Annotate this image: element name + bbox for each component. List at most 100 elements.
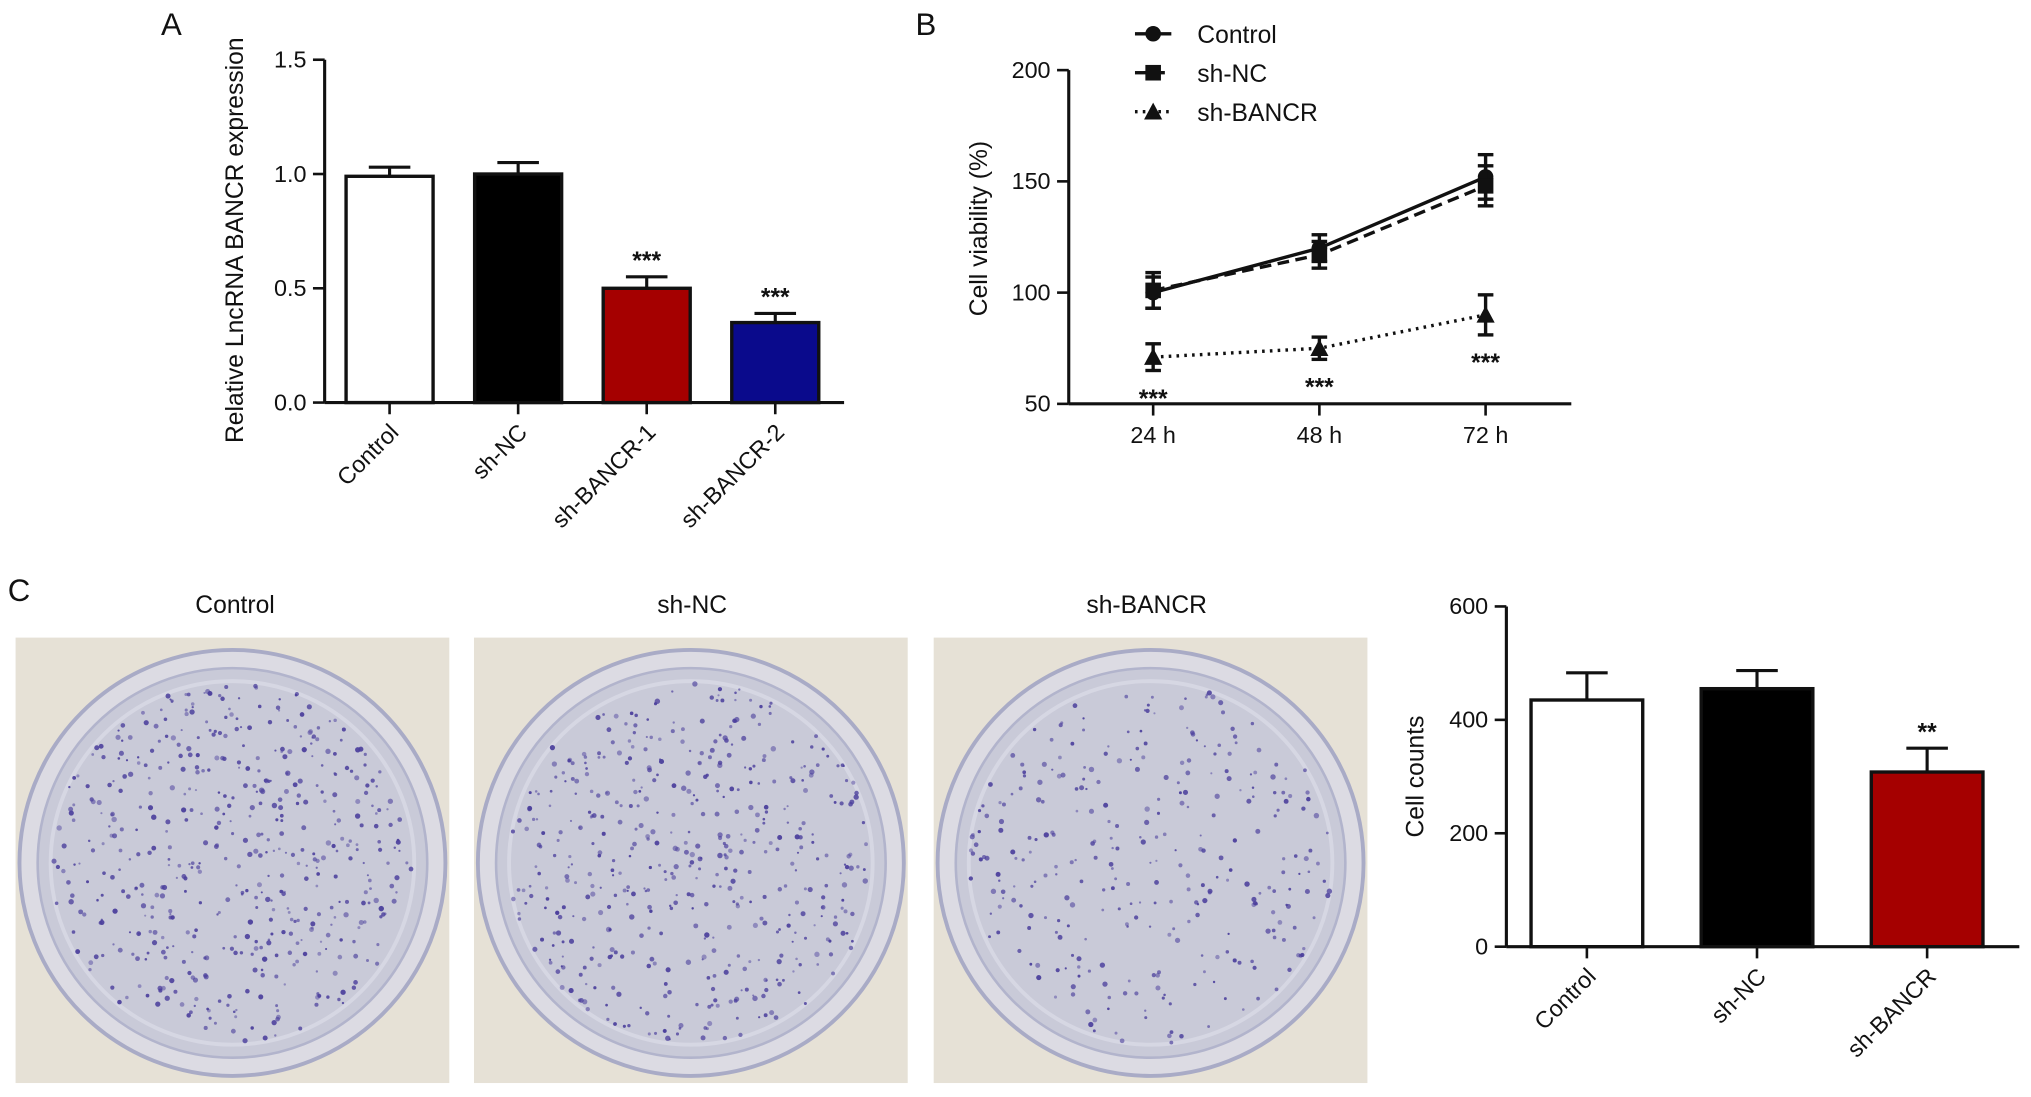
colony (239, 725, 243, 729)
colony (320, 764, 324, 767)
colony (146, 951, 150, 955)
colony (316, 872, 320, 876)
colony (1252, 965, 1257, 970)
y-tick-label: 100 (1012, 279, 1051, 305)
colony (242, 837, 249, 843)
colony (795, 957, 798, 961)
legend-label: sh-NC (1197, 61, 1267, 88)
colony (395, 891, 398, 894)
colony (295, 801, 300, 806)
colony (970, 851, 976, 856)
colony (301, 825, 307, 831)
colony (279, 831, 285, 836)
colony (393, 846, 397, 849)
colony (749, 780, 753, 785)
colony (665, 967, 671, 973)
colony (188, 787, 192, 791)
colony (761, 758, 766, 763)
colony (736, 788, 740, 792)
colony (181, 874, 187, 879)
colony (183, 792, 187, 796)
colony (1296, 953, 1301, 958)
colony (738, 688, 741, 691)
colony (288, 931, 294, 936)
colony (135, 828, 138, 832)
colony (810, 745, 814, 749)
data-point (1476, 305, 1495, 323)
colony (280, 819, 284, 823)
colony (673, 864, 679, 870)
colony (93, 954, 99, 960)
colony (340, 989, 346, 995)
colony (1145, 708, 1150, 713)
colony (1035, 797, 1042, 803)
colony (1256, 996, 1260, 1001)
colony (790, 861, 795, 866)
colony (296, 861, 301, 866)
colony (323, 799, 327, 803)
colony (649, 735, 653, 740)
colony (333, 916, 337, 919)
colony (281, 891, 286, 897)
colony (78, 862, 81, 865)
colony (555, 969, 561, 974)
colony (705, 1027, 709, 1031)
colony (326, 995, 330, 999)
colony (701, 958, 704, 961)
colony (707, 1021, 713, 1027)
colony (988, 935, 992, 939)
colony (567, 758, 571, 763)
colony (366, 874, 369, 877)
colony (1234, 741, 1238, 745)
colony (353, 953, 359, 959)
colony (627, 739, 632, 743)
colony (169, 785, 175, 791)
colony (545, 897, 550, 901)
colony (534, 865, 538, 869)
colony (758, 1016, 761, 1019)
colony (127, 735, 133, 740)
colony (295, 941, 300, 946)
colony (110, 985, 115, 990)
colony (764, 810, 769, 814)
colony (346, 843, 350, 848)
colony (794, 869, 798, 872)
colony (549, 789, 553, 793)
colony (680, 739, 685, 744)
colony (613, 1022, 617, 1026)
colony (54, 901, 59, 906)
colony (738, 1032, 743, 1037)
colony (271, 802, 278, 809)
colony (788, 913, 791, 917)
colony (1070, 953, 1075, 957)
colony (752, 922, 758, 928)
colony (1178, 863, 1183, 868)
colony (1195, 739, 1199, 742)
colony (167, 863, 171, 867)
colony (548, 960, 553, 965)
colony (358, 920, 364, 926)
colony (727, 963, 731, 967)
colony (1055, 873, 1058, 876)
colony (1250, 721, 1255, 726)
colony (1070, 741, 1075, 746)
colony (222, 756, 227, 761)
colony (839, 801, 844, 806)
colony (779, 953, 784, 958)
colony (1204, 695, 1208, 699)
colony (315, 994, 320, 1000)
colony (68, 899, 74, 905)
colony (1193, 982, 1197, 987)
colony (258, 994, 264, 1000)
colony (716, 789, 719, 793)
colony (739, 895, 744, 900)
colony (108, 825, 111, 828)
colony (670, 871, 674, 876)
colony (815, 763, 820, 767)
colony (1163, 774, 1169, 781)
colony (1271, 910, 1276, 915)
colony (729, 786, 735, 792)
colony (712, 974, 717, 978)
y-tick-label: 200 (1449, 820, 1488, 846)
colony (373, 823, 379, 829)
